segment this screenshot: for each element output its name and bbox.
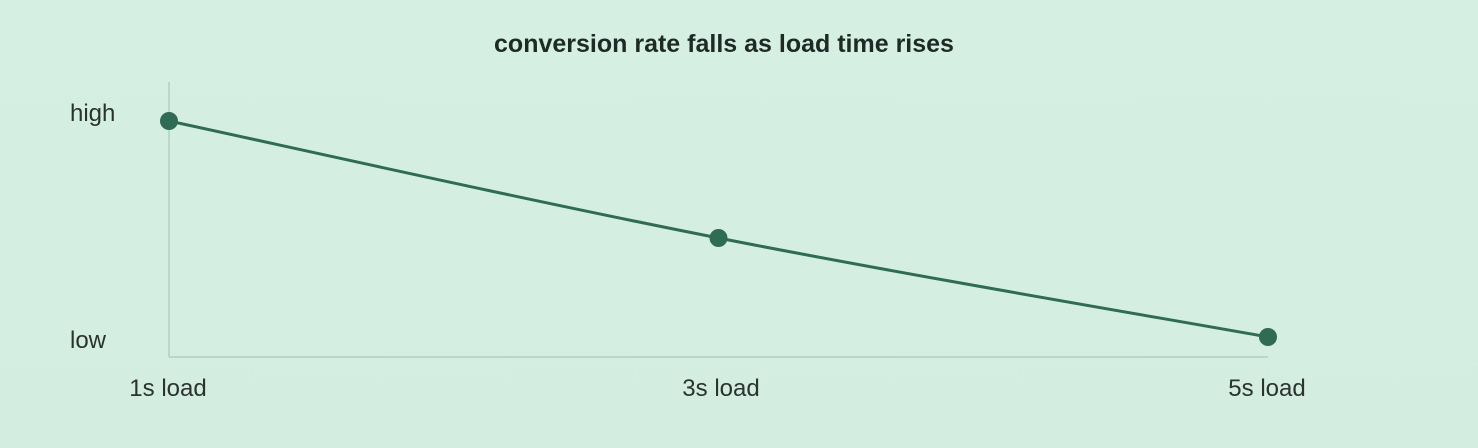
y-tick-label-low: low xyxy=(70,327,107,354)
y-tick-label-high: high xyxy=(70,100,115,127)
series-layer xyxy=(160,112,1277,346)
data-point-0-0 xyxy=(160,112,178,130)
x-tick-label-5s: 5s load xyxy=(1228,375,1305,402)
data-point-0-1 xyxy=(709,229,728,247)
x-tick-label-3s: 3s load xyxy=(682,375,759,402)
data-point-0-2 xyxy=(1259,328,1277,346)
chart-title: conversion rate falls as load time rises xyxy=(494,30,954,58)
x-tick-label-1s: 1s load xyxy=(129,375,206,402)
